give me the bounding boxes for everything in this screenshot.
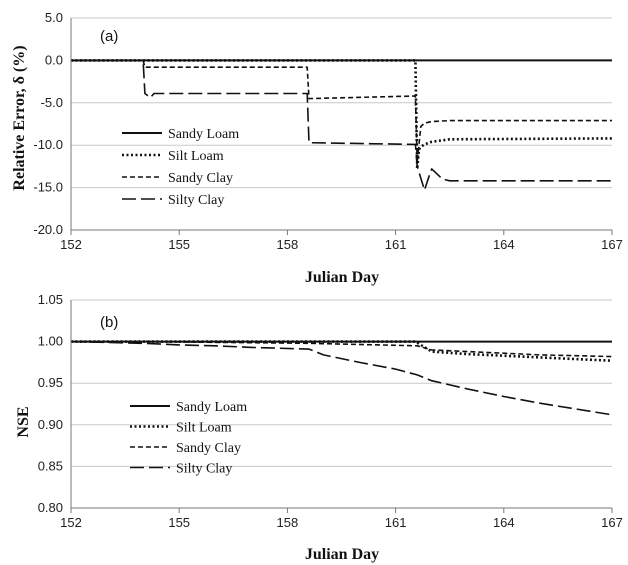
series-line-silt-loam xyxy=(71,59,613,171)
y-tick-label: -10.0 xyxy=(33,137,63,152)
axes xyxy=(70,300,613,513)
panel-label: (a) xyxy=(100,28,118,45)
legend-label: Silt Loam xyxy=(168,149,224,164)
series-lines xyxy=(71,59,613,191)
legend-label: Sandy Loam xyxy=(176,400,247,415)
x-tick-label: 161 xyxy=(385,515,407,530)
legend: Sandy Loam Silt Loam Sandy Clay Silty Clay xyxy=(122,127,239,208)
x-tick-label: 152 xyxy=(60,237,82,252)
y-axis-label: Relative Error, δ (%) xyxy=(11,45,28,190)
x-tick-label: 152 xyxy=(60,515,82,530)
series-line-silt-loam xyxy=(71,340,613,362)
legend-label: Sandy Loam xyxy=(168,127,239,142)
panel-label: (b) xyxy=(100,314,118,331)
series-line-silty-clay xyxy=(70,340,613,416)
y-tick-label: -20.0 xyxy=(33,222,63,237)
y-tick-label: 0.85 xyxy=(38,458,63,473)
legend-label: Sandy Clay xyxy=(168,171,233,186)
y-tick-label: -15.0 xyxy=(33,180,63,195)
y-tick-label: 0.80 xyxy=(38,500,63,515)
y-tick-label: 1.05 xyxy=(38,292,63,307)
x-tick-label: 158 xyxy=(277,515,299,530)
grid-lines xyxy=(71,299,612,509)
legend-label: Silty Clay xyxy=(168,193,224,208)
y-axis-label: NSE xyxy=(15,406,32,437)
series-line-sandy-clay xyxy=(71,340,613,358)
x-axis-label: Julian Day xyxy=(305,269,379,286)
x-tick-label: 164 xyxy=(493,237,515,252)
series-line-silty-clay xyxy=(71,59,612,191)
y-tick-label: 5.0 xyxy=(45,10,63,25)
x-tick-label: 155 xyxy=(168,237,190,252)
y-tick-label: 0.95 xyxy=(38,375,63,390)
legend-label: Sandy Clay xyxy=(176,441,241,456)
y-tick-label: 0.0 xyxy=(45,52,63,67)
y-tick-label: 1.00 xyxy=(38,334,63,349)
x-tick-label: 167 xyxy=(601,237,623,252)
x-tick-label: 155 xyxy=(168,515,190,530)
x-axis-label: Julian Day xyxy=(305,546,379,563)
x-tick-label: 158 xyxy=(277,237,299,252)
series-lines xyxy=(70,340,613,416)
x-tick-label: 164 xyxy=(493,515,515,530)
y-tick-label: -5.0 xyxy=(41,95,63,110)
y-tick-label: 0.90 xyxy=(38,417,63,432)
series-line-sandy-clay xyxy=(71,59,612,163)
x-tick-label: 161 xyxy=(385,237,407,252)
legend: Sandy Loam Silt Loam Sandy Clay Silty Clay xyxy=(130,400,247,477)
axes xyxy=(70,18,613,235)
legend-label: Silt Loam xyxy=(176,421,232,436)
legend-label: Silty Clay xyxy=(176,462,232,477)
x-tick-label: 167 xyxy=(601,515,623,530)
